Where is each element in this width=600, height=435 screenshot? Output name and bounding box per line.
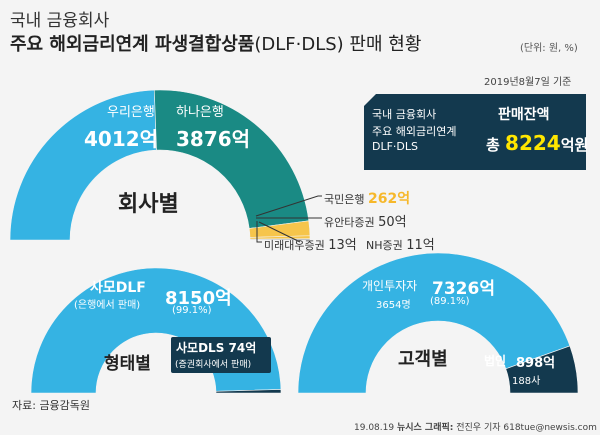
slice-label-nh: NH증권 11억 bbox=[366, 234, 435, 253]
retail-value: 7326억 bbox=[432, 279, 495, 299]
corp-name: 법인 bbox=[484, 354, 507, 368]
title-main: 주요 해외금리연계 파생결합상품 bbox=[10, 34, 255, 55]
dls-box bbox=[171, 337, 271, 373]
corp-value: 898억 bbox=[516, 356, 556, 371]
slice-label-kb: 국민은행 262억 bbox=[324, 188, 410, 208]
retail-sub: 3654명 bbox=[376, 300, 411, 311]
dls-sub: (증권회사에서 판매) bbox=[175, 360, 252, 370]
summary-line3: DLF·DLS bbox=[372, 140, 419, 153]
summary-notch bbox=[364, 94, 376, 106]
slice-dls bbox=[215, 389, 282, 394]
summary-line1: 국내 금융회사 bbox=[372, 108, 437, 121]
dlf-name: 사모DLF bbox=[90, 280, 146, 296]
unit-label: (단위: 원, %) bbox=[520, 43, 578, 54]
dlf-sub: (은행에서 판매) bbox=[74, 300, 141, 311]
dls-name: 사모DLS 74억 bbox=[176, 341, 257, 355]
summary-box bbox=[364, 94, 586, 170]
nh-value: 11억 bbox=[406, 238, 435, 253]
slice-value-hana: 3876억 bbox=[176, 127, 251, 151]
slice-corporate bbox=[505, 345, 579, 394]
mirae-name: 미래대우증권 bbox=[264, 239, 325, 252]
title-paren: (DLF·DLS) 판매 현황 bbox=[254, 34, 422, 55]
page-title: 주요 해외금리연계 파생결합상품(DLF·DLS) 판매 현황 bbox=[10, 30, 421, 56]
dlf-value: 8150억 bbox=[165, 288, 232, 309]
kb-value: 262억 bbox=[367, 191, 411, 207]
summary-suffix: 억원 bbox=[560, 136, 589, 154]
retail-name: 개인투자자 bbox=[362, 279, 418, 293]
footer-credit: 19.08.19 뉴시스 그래픽: 전진우 기자 618tue@newsis.c… bbox=[354, 420, 597, 433]
chart2-title: 형태별 bbox=[104, 354, 151, 374]
yuanta-value: 50억 bbox=[378, 215, 407, 230]
summary-value: 8224 bbox=[505, 131, 561, 155]
header-category: 국내 금융회사 bbox=[10, 11, 110, 31]
slice-retail bbox=[297, 252, 571, 394]
summary-prefix: 총 bbox=[486, 136, 500, 154]
nh-name: NH증권 bbox=[366, 239, 403, 252]
mirae-value: 13억 bbox=[328, 238, 357, 253]
yuanta-name: 유안타증권 bbox=[324, 216, 375, 229]
slice-label-hana: 하나은행 bbox=[176, 105, 224, 120]
type-donut bbox=[30, 267, 282, 394]
slice-value-woori: 4012억 bbox=[84, 127, 159, 151]
footer-date: 19.08.19 bbox=[354, 423, 395, 433]
chart1-title: 회사별 bbox=[118, 192, 179, 217]
company-donut bbox=[9, 89, 311, 241]
footer-brand: 뉴시스 그래픽: bbox=[396, 423, 454, 433]
customer-donut bbox=[297, 252, 579, 394]
retail-pct: (89.1%) bbox=[430, 296, 470, 307]
summary-label: 판매잔액 bbox=[498, 107, 550, 123]
slice-hana bbox=[153, 89, 310, 229]
date-label: 2019년8월7일 기준 bbox=[484, 77, 572, 88]
corp-sub: 188사 bbox=[512, 376, 541, 387]
slice-dlf bbox=[30, 267, 282, 394]
slice-woori bbox=[9, 89, 157, 241]
dlf-pct: (99.1%) bbox=[172, 305, 212, 316]
slice-label-mirae: 미래대우증권 13억 bbox=[264, 234, 357, 253]
footer-byline: 전진우 기자 618tue@newsis.com bbox=[456, 423, 597, 433]
summary-line2: 주요 해외금리연계 bbox=[372, 125, 457, 138]
source-label: 자료: 금융감독원 bbox=[12, 399, 91, 412]
summary-total: 총 8224억원 bbox=[486, 131, 588, 155]
kb-name: 국민은행 bbox=[324, 193, 365, 206]
leader-lines bbox=[255, 195, 322, 243]
slice-label-yuanta: 유안타증권 50억 bbox=[324, 211, 407, 230]
slice-label-woori: 우리은행 bbox=[107, 105, 155, 120]
chart3-title: 고객별 bbox=[398, 349, 448, 370]
